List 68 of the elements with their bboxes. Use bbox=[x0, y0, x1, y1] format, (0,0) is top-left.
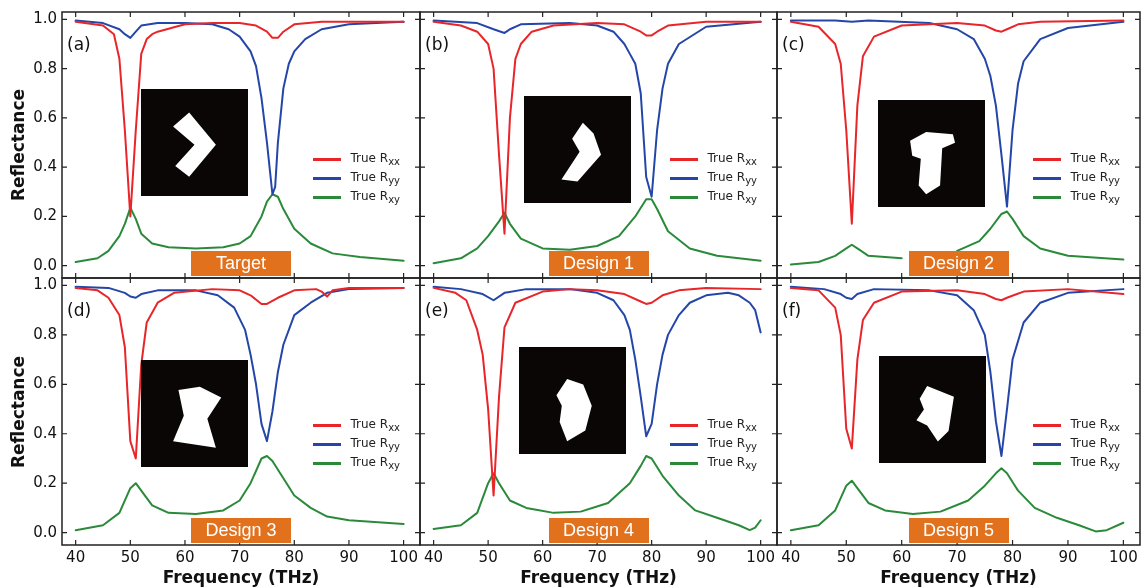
y-axis-title: Reflectance bbox=[8, 355, 28, 468]
legend-label: True R$_{yy}$ bbox=[707, 170, 757, 187]
x-tick-label: 100 bbox=[1109, 547, 1138, 566]
legend-label: True R$_{yy}$ bbox=[1070, 170, 1120, 187]
x-tick-label: 40 bbox=[424, 547, 444, 566]
x-tick-label: 90 bbox=[696, 547, 716, 566]
annotation: (a) bbox=[67, 34, 91, 54]
x-tick-label: 50 bbox=[120, 547, 140, 566]
x-tick-label: 90 bbox=[1058, 547, 1078, 566]
legend-label: True R$_{xx}$ bbox=[350, 417, 400, 434]
x-axis-title: Frequency (THz) bbox=[161, 567, 321, 587]
legend-label: True R$_{xy}$ bbox=[707, 189, 757, 206]
x-tick-label: 50 bbox=[478, 547, 498, 566]
legend-label: True R$_{xy}$ bbox=[350, 189, 400, 206]
y-tick-label: 0.2 bbox=[33, 473, 57, 492]
x-tick-label: 70 bbox=[587, 547, 607, 566]
x-tick-label: 40 bbox=[781, 547, 801, 566]
y-tick-label: 0.0 bbox=[33, 255, 57, 274]
annotation: Design 3 bbox=[191, 518, 291, 543]
y-tick-label: 1.0 bbox=[33, 9, 57, 28]
y-tick-label: 0.0 bbox=[33, 522, 57, 541]
y-tick-label: 0.2 bbox=[33, 206, 57, 225]
legend-label: True R$_{xx}$ bbox=[707, 151, 757, 168]
annotation: (b) bbox=[425, 34, 450, 54]
x-tick-label: 80 bbox=[1002, 547, 1023, 566]
x-tick-label: 80 bbox=[642, 547, 662, 566]
x-tick-label: 70 bbox=[230, 547, 250, 566]
y-tick-label: 0.4 bbox=[33, 157, 57, 176]
x-tick-label: 100 bbox=[389, 547, 418, 566]
x-tick-label: 100 bbox=[746, 547, 775, 566]
x-tick-label: 80 bbox=[284, 547, 304, 566]
legend-label: True R$_{yy}$ bbox=[350, 170, 400, 187]
x-tick-label: 50 bbox=[836, 547, 856, 566]
annotation: Design 4 bbox=[548, 518, 649, 543]
y-axis-title: Reflectance bbox=[8, 88, 28, 202]
annotation: (c) bbox=[782, 34, 805, 54]
legend-label: True R$_{xy}$ bbox=[1070, 455, 1120, 472]
legend-label: True R$_{xy}$ bbox=[350, 455, 400, 472]
y-tick-label: 0.6 bbox=[33, 107, 57, 126]
legend-label: True R$_{xx}$ bbox=[1070, 417, 1120, 434]
legend-label: True R$_{yy}$ bbox=[1070, 436, 1120, 453]
x-tick-label: 60 bbox=[892, 547, 912, 566]
y-tick-label: 0.4 bbox=[33, 423, 57, 442]
x-axis-title: Frequency (THz) bbox=[519, 567, 678, 587]
annotation: Target bbox=[191, 251, 291, 276]
annotation: (d) bbox=[67, 300, 92, 320]
legend-label: True R$_{xy}$ bbox=[1070, 189, 1120, 206]
x-tick-label: 60 bbox=[533, 547, 553, 566]
x-tick-label: 60 bbox=[175, 547, 195, 566]
y-tick-label: 0.8 bbox=[33, 324, 57, 343]
legend-label: True R$_{xx}$ bbox=[707, 417, 757, 434]
legend-label: True R$_{xx}$ bbox=[350, 151, 400, 168]
annotation: (f) bbox=[782, 300, 802, 320]
annotation: Design 5 bbox=[908, 518, 1009, 543]
annotation: Design 2 bbox=[908, 251, 1009, 276]
legend-label: True R$_{yy}$ bbox=[707, 436, 757, 453]
y-tick-label: 0.8 bbox=[33, 58, 57, 77]
x-tick-label: 70 bbox=[947, 547, 967, 566]
legend-label: True R$_{yy}$ bbox=[350, 436, 400, 453]
x-tick-label: 40 bbox=[66, 547, 86, 566]
legend-label: True R$_{xx}$ bbox=[1070, 151, 1120, 168]
y-tick-label: 1.0 bbox=[33, 275, 57, 294]
x-tick-label: 90 bbox=[339, 547, 359, 566]
x-axis-title: Frequency (THz) bbox=[879, 567, 1038, 587]
legend-label: True R$_{xy}$ bbox=[707, 455, 757, 472]
y-tick-label: 0.6 bbox=[33, 374, 57, 393]
annotation: (e) bbox=[425, 300, 449, 320]
annotation: Design 1 bbox=[548, 251, 649, 276]
